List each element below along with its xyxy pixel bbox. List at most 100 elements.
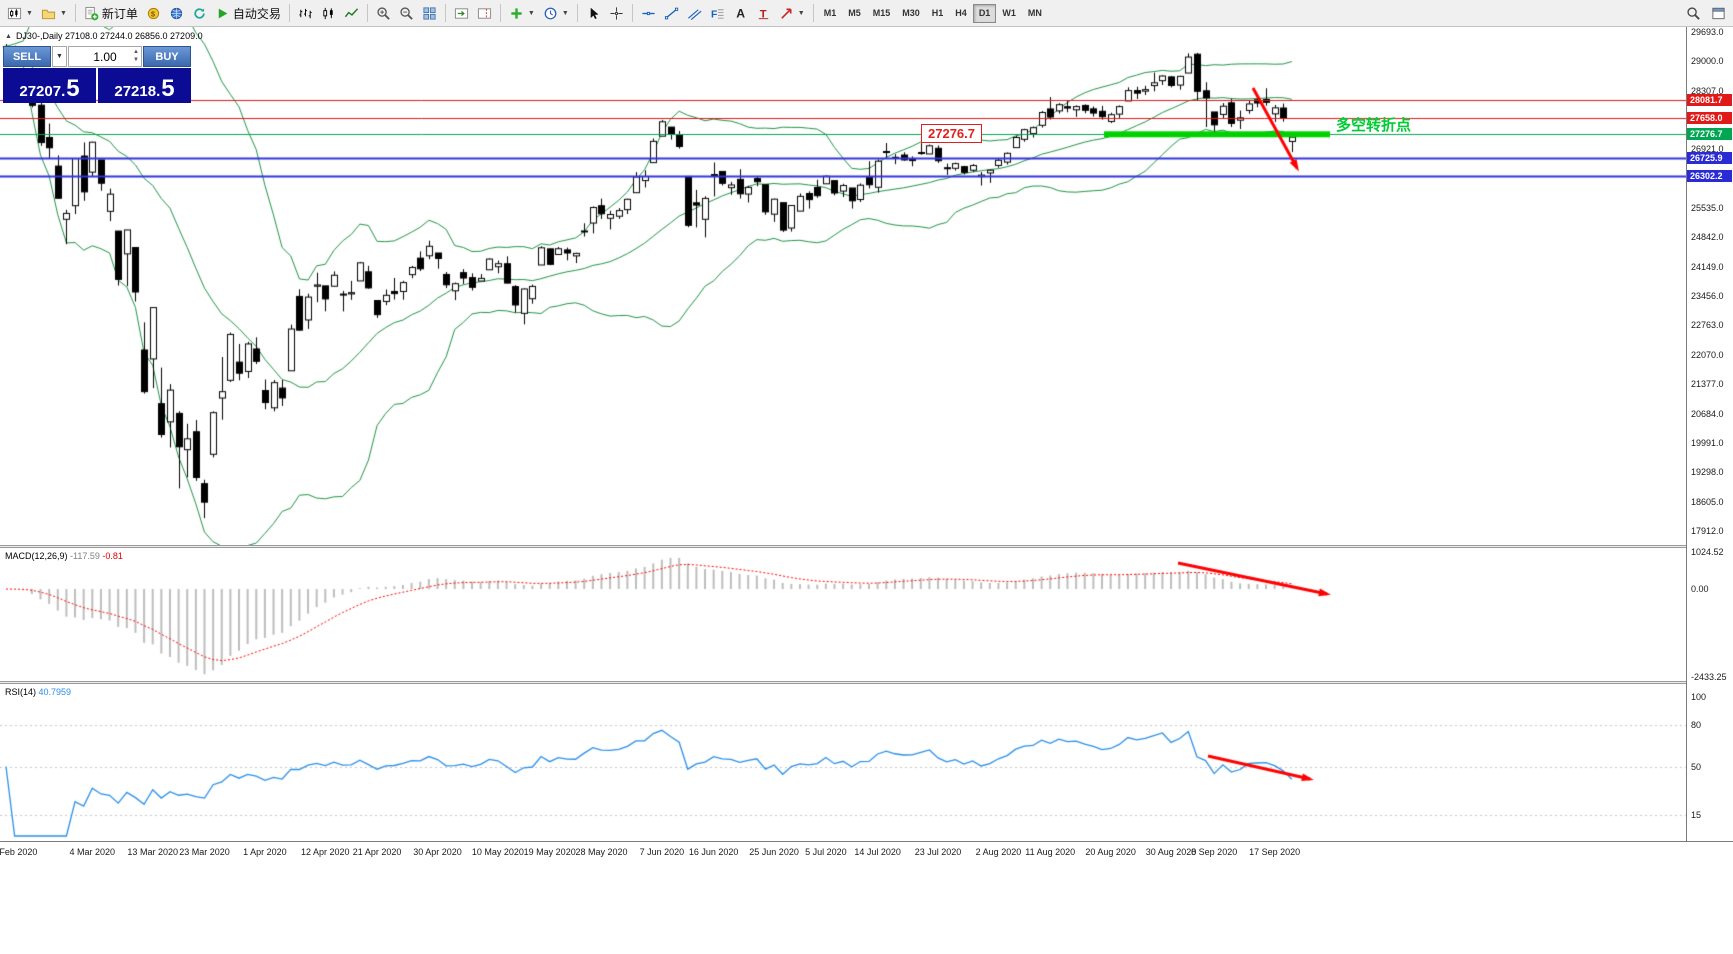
lot-size-value: 1.00 [93,49,117,64]
rsi-value: 40.7959 [38,687,72,697]
autotrading-button[interactable]: 自动交易 [211,2,285,24]
price-axis-label: 22070.0 [1691,349,1724,360]
profiles-button[interactable]: ▼ [37,2,71,24]
macd-axis-label: 1024.52 [1691,547,1724,557]
chevron-down-icon: ▼ [527,9,535,17]
buy-button[interactable]: BUY [143,46,191,67]
timeframe-d1-button[interactable]: D1 [972,3,997,23]
sell-button[interactable]: SELL [3,46,51,67]
date-axis-label: 12 Apr 2020 [301,847,350,857]
sell-price-box[interactable]: 27207. 5 [3,68,96,103]
date-axis-label: 13 Mar 2020 [127,847,178,857]
line-chart-button[interactable] [340,2,363,24]
auto-scroll-button[interactable] [450,2,473,24]
date-axis-label: 19 May 2020 [523,847,576,857]
price-axis-label: 25535.0 [1691,203,1724,214]
stepper-up-icon[interactable]: ▲ [133,49,139,55]
date-axis-label: 2 Aug 2020 [975,847,1022,857]
svg-text:F: F [711,9,717,20]
timeframe-h4-button[interactable]: H4 [949,4,973,23]
date-axis-label: 5 Jul 2020 [805,847,847,857]
lot-stepper[interactable]: ▲ ▼ [133,48,139,64]
timeframe-m15-button[interactable]: M15 [867,4,897,23]
equidistant-channel-button[interactable] [683,2,706,24]
hline-icon [641,6,656,21]
date-axis-label: 21 Apr 2020 [352,847,402,857]
timeframe-m5-button[interactable]: M5 [842,4,867,23]
panel-separator[interactable] [0,681,1733,684]
periods-button[interactable]: ▼ [539,2,573,24]
indicators-button[interactable]: ▼ [505,2,539,24]
main-price-chart[interactable] [0,27,1686,545]
toolbar-separator [444,4,446,22]
refresh-icon [192,6,207,21]
zoom-in-icon [376,6,391,21]
price-callout-box[interactable]: 27276.7 [921,124,982,143]
price-axis-label: 23456.0 [1691,291,1724,302]
toolbar-separator [499,4,501,22]
trendline-button[interactable] [660,2,683,24]
profiles-icon [41,6,56,21]
candlestick-chart-button[interactable] [317,2,340,24]
price-axis[interactable]: 29693.029000.028307.027614.026921.026228… [1686,27,1733,841]
navigator-button[interactable] [165,2,188,24]
chevron-down-icon: ▼ [26,9,33,17]
tile-windows-button[interactable] [418,2,441,24]
new-order-button[interactable]: 新订单 [80,2,142,24]
strategy-tester-button[interactable] [188,2,211,24]
zoom-out-icon [399,6,414,21]
symbol-icon: ▲ [5,32,12,40]
search-icon [1686,6,1701,21]
panel-separator[interactable] [0,545,1733,548]
text-button[interactable]: A [729,2,752,24]
zoom-out-button[interactable] [395,2,418,24]
rsi-name: RSI(14) [5,687,37,697]
new-window-button[interactable] [1707,2,1730,24]
shapes-icon [779,6,794,21]
timeframe-mn-button[interactable]: MN [1022,4,1048,23]
price-axis-label: 29000.0 [1691,56,1724,67]
window-icon [1711,6,1726,21]
chart-shift-button[interactable] [473,2,496,24]
one-click-trading-panel: SELL ▼ 1.00 ▲ ▼ BUY 27207. 5 27218. 5 [3,46,191,103]
horizontal-line-button[interactable] [637,2,660,24]
price-axis-label: 20684.0 [1691,408,1724,419]
date-axis-label: 10 May 2020 [471,847,524,857]
trade-options-dropdown[interactable]: ▼ [52,46,67,67]
date-axis-label: 4 Feb 2020 [0,847,38,857]
date-axis-label: 23 Mar 2020 [179,847,230,857]
autotrading-button-label: 自动交易 [232,6,281,21]
arrows-button[interactable]: ▼ [775,2,809,24]
timeframe-w1-button[interactable]: W1 [996,4,1022,23]
macd-indicator-label: MACD(12,26,9) -117.59 -0.81 [5,551,123,561]
cursor-button[interactable] [582,2,605,24]
crosshair-button[interactable] [605,2,628,24]
sell-price: 27207. [19,83,66,100]
price-axis-label: 19298.0 [1691,467,1724,478]
fibonacci-button[interactable]: F [706,2,729,24]
rsi-panel-chart[interactable] [0,684,1686,841]
lot-size-input[interactable]: 1.00 ▲ ▼ [68,46,142,67]
stepper-down-icon[interactable]: ▼ [133,57,139,63]
date-axis-label: 16 Jun 2020 [688,847,739,857]
timeframe-m1-button[interactable]: M1 [818,4,843,23]
bar-chart-button[interactable] [294,2,317,24]
date-axis-label: 8 Sep 2020 [1191,847,1238,857]
date-axis-label: 17 Sep 2020 [1249,847,1301,857]
macd-panel-chart[interactable] [0,548,1686,681]
sell-price-big-digit: 5 [66,75,80,102]
buy-price-box[interactable]: 27218. 5 [98,68,191,103]
timeframe-h1-button[interactable]: H1 [926,4,950,23]
zoom-in-button[interactable] [372,2,395,24]
label-button[interactable]: T [752,2,775,24]
search-button[interactable] [1682,2,1705,24]
toolbar-right-group [1682,2,1730,24]
timeframe-m30-button[interactable]: M30 [896,4,926,23]
toolbar-separator [288,4,290,22]
rsi-axis-label: 100 [1691,692,1707,702]
new-chart-button[interactable]: ▼ [3,2,37,24]
market-watch-button[interactable]: $ [142,2,165,24]
date-axis-label: 28 May 2020 [575,847,628,857]
